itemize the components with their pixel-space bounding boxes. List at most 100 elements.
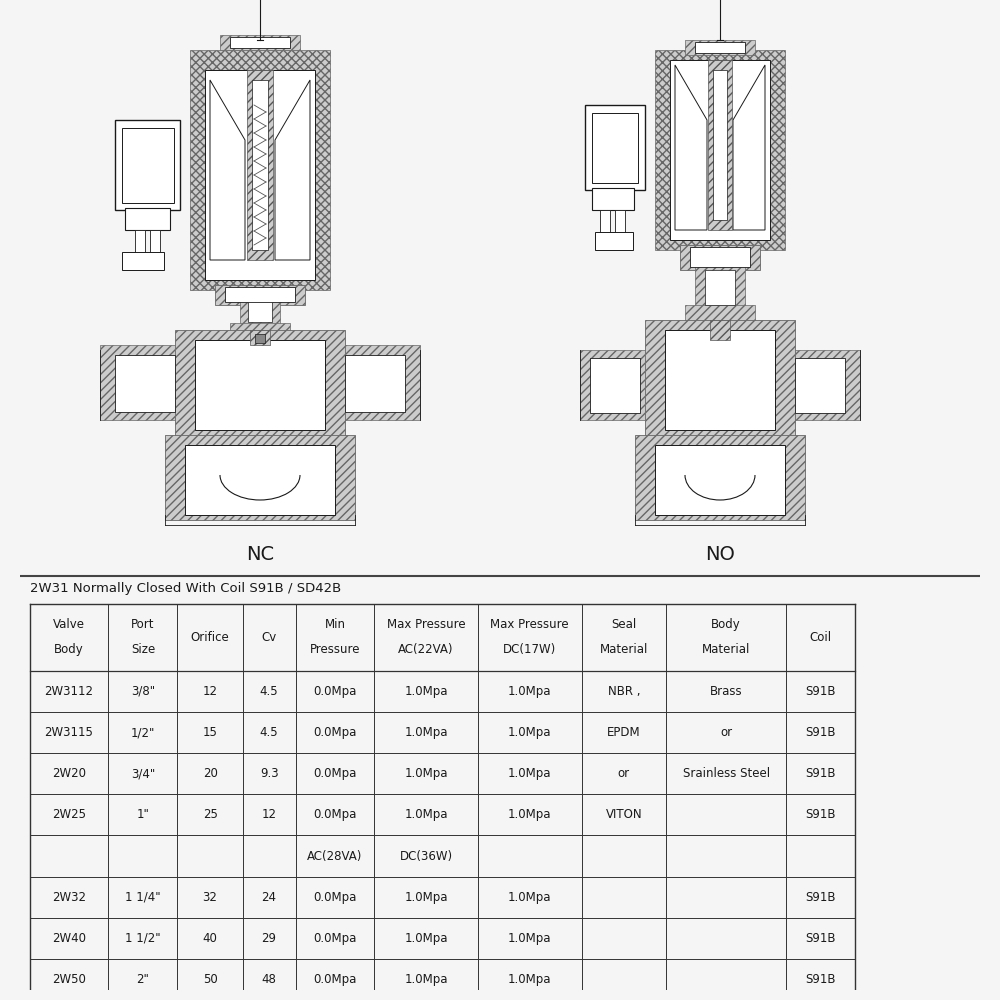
Text: Min: Min bbox=[324, 618, 345, 631]
Bar bbox=[795, 350, 860, 420]
Text: 0.0Mpa: 0.0Mpa bbox=[313, 767, 357, 780]
Text: 20: 20 bbox=[203, 767, 218, 780]
Text: Body: Body bbox=[54, 643, 84, 656]
Text: 1": 1" bbox=[136, 808, 149, 821]
Text: 0.0Mpa: 0.0Mpa bbox=[313, 891, 357, 904]
Text: 4.5: 4.5 bbox=[260, 726, 278, 739]
Bar bbox=[115, 120, 180, 210]
Text: 1.0Mpa: 1.0Mpa bbox=[404, 932, 448, 945]
Bar bbox=[585, 105, 645, 190]
Bar bbox=[185, 445, 335, 515]
Text: DC(17W): DC(17W) bbox=[503, 643, 556, 656]
Text: Brass: Brass bbox=[710, 685, 742, 698]
Bar bbox=[165, 435, 355, 520]
Text: 1 1/4": 1 1/4" bbox=[125, 891, 161, 904]
Text: 0.0Mpa: 0.0Mpa bbox=[313, 726, 357, 739]
Text: Seal: Seal bbox=[611, 618, 636, 631]
Text: 25: 25 bbox=[203, 808, 218, 821]
Text: or: or bbox=[618, 767, 630, 780]
Text: 40: 40 bbox=[203, 932, 218, 945]
Bar bbox=[220, 35, 300, 50]
Text: 2W32: 2W32 bbox=[52, 891, 86, 904]
Bar bbox=[690, 247, 750, 267]
Polygon shape bbox=[675, 65, 707, 230]
Bar bbox=[592, 188, 634, 210]
Text: 1.0Mpa: 1.0Mpa bbox=[508, 932, 552, 945]
Bar bbox=[215, 285, 305, 305]
Text: 1.0Mpa: 1.0Mpa bbox=[508, 685, 552, 698]
Text: 2W3112: 2W3112 bbox=[44, 685, 93, 698]
Bar bbox=[247, 70, 273, 260]
Polygon shape bbox=[275, 80, 310, 260]
Text: Valve: Valve bbox=[53, 618, 85, 631]
Bar bbox=[115, 355, 175, 412]
Text: 2W31 Normally Closed With Coil S91B / SD42B: 2W31 Normally Closed With Coil S91B / SD… bbox=[30, 582, 341, 595]
Text: 24: 24 bbox=[262, 891, 277, 904]
Bar bbox=[250, 330, 270, 345]
Text: NC: NC bbox=[246, 546, 274, 564]
Bar bbox=[695, 265, 745, 310]
Bar bbox=[252, 80, 268, 250]
Text: 1.0Mpa: 1.0Mpa bbox=[508, 726, 552, 739]
Text: S91B: S91B bbox=[805, 891, 836, 904]
Text: S91B: S91B bbox=[805, 685, 836, 698]
Text: Max Pressure: Max Pressure bbox=[387, 618, 465, 631]
Bar bbox=[230, 37, 290, 48]
Text: Port: Port bbox=[131, 618, 155, 631]
Text: S91B: S91B bbox=[805, 808, 836, 821]
Bar bbox=[795, 358, 845, 413]
Bar bbox=[205, 70, 315, 280]
Text: 15: 15 bbox=[203, 726, 218, 739]
Bar bbox=[122, 128, 174, 203]
Text: 1.0Mpa: 1.0Mpa bbox=[404, 685, 448, 698]
Bar bbox=[685, 40, 755, 55]
Text: 50: 50 bbox=[203, 973, 217, 986]
Text: 29: 29 bbox=[262, 932, 277, 945]
Text: Cv: Cv bbox=[261, 631, 277, 644]
Text: Material: Material bbox=[600, 643, 648, 656]
Polygon shape bbox=[210, 80, 245, 260]
Text: NBR ,: NBR , bbox=[608, 685, 640, 698]
Text: S91B: S91B bbox=[805, 932, 836, 945]
Text: 2W40: 2W40 bbox=[52, 932, 86, 945]
Bar bbox=[655, 50, 785, 250]
Text: 1.0Mpa: 1.0Mpa bbox=[404, 808, 448, 821]
Text: Orifice: Orifice bbox=[191, 631, 229, 644]
Text: 2": 2" bbox=[136, 973, 149, 986]
Bar bbox=[150, 230, 160, 255]
Text: 2W3115: 2W3115 bbox=[45, 726, 93, 739]
Text: 9.3: 9.3 bbox=[260, 767, 278, 780]
Text: S91B: S91B bbox=[805, 767, 836, 780]
Text: 32: 32 bbox=[203, 891, 218, 904]
Text: 1.0Mpa: 1.0Mpa bbox=[404, 726, 448, 739]
Text: 1.0Mpa: 1.0Mpa bbox=[404, 767, 448, 780]
Text: EPDM: EPDM bbox=[607, 726, 641, 739]
Bar bbox=[248, 302, 272, 322]
Bar bbox=[645, 320, 795, 440]
Bar bbox=[713, 70, 727, 220]
Bar bbox=[255, 334, 265, 343]
Text: 0.0Mpa: 0.0Mpa bbox=[313, 932, 357, 945]
Bar bbox=[190, 50, 330, 290]
Bar bbox=[125, 208, 170, 230]
Text: 1.0Mpa: 1.0Mpa bbox=[508, 808, 552, 821]
Bar bbox=[680, 245, 760, 270]
Text: 1.0Mpa: 1.0Mpa bbox=[508, 767, 552, 780]
Text: 12: 12 bbox=[262, 808, 277, 821]
Bar bbox=[685, 305, 755, 325]
Bar bbox=[635, 435, 805, 520]
Text: 1.0Mpa: 1.0Mpa bbox=[508, 891, 552, 904]
Text: 3/4": 3/4" bbox=[131, 767, 155, 780]
Text: 48: 48 bbox=[262, 973, 277, 986]
Text: 1.0Mpa: 1.0Mpa bbox=[508, 973, 552, 986]
Text: 3/8": 3/8" bbox=[131, 685, 155, 698]
Bar bbox=[705, 270, 735, 305]
Text: Material: Material bbox=[702, 643, 750, 656]
Bar bbox=[670, 60, 770, 240]
Text: Srainless Steel: Srainless Steel bbox=[683, 767, 770, 780]
Bar bbox=[710, 320, 730, 340]
Bar bbox=[195, 340, 325, 430]
Text: 12: 12 bbox=[203, 685, 218, 698]
Text: 1/2": 1/2" bbox=[131, 726, 155, 739]
Text: AC(28VA): AC(28VA) bbox=[307, 850, 363, 863]
